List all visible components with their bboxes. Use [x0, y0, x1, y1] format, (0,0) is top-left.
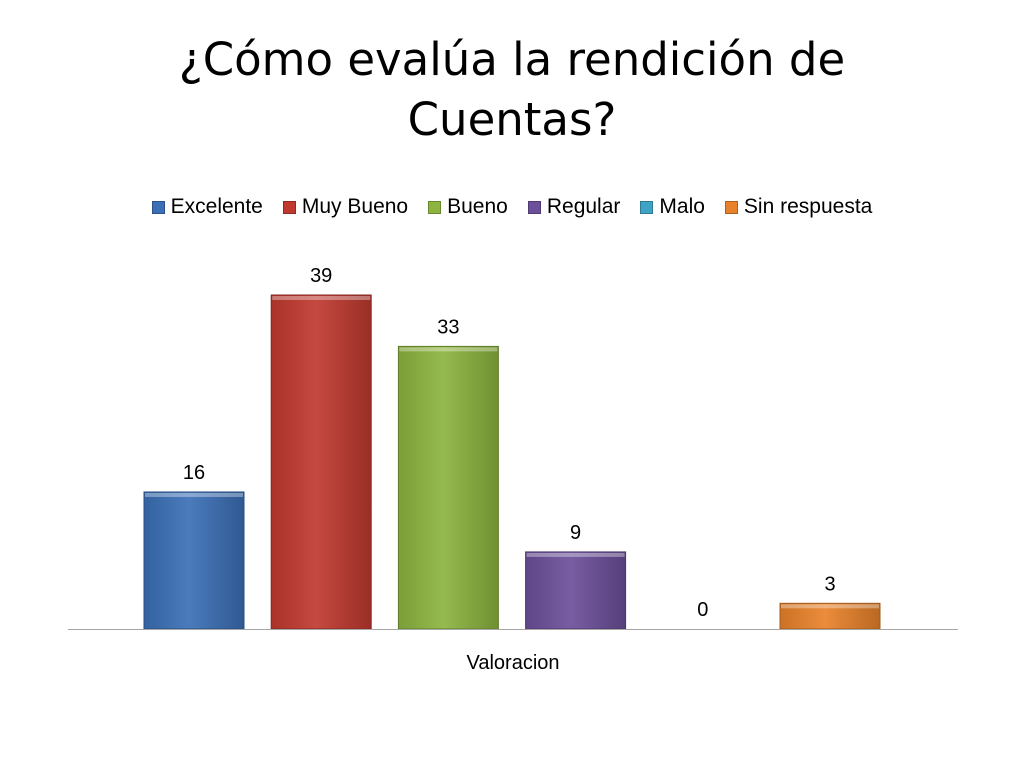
data-label-sin-respuesta: 3: [824, 573, 835, 595]
bar-bueno: [397, 345, 499, 630]
bar-highlight: [526, 552, 625, 557]
chart-legend: Excelente Muy Bueno Bueno Regular Malo Sin re…: [0, 192, 1024, 222]
legend-item-muy-bueno: Muy Bueno: [282, 195, 409, 219]
legend-item-bueno: Bueno: [428, 195, 508, 219]
legend-label: Sin respuesta: [743, 195, 873, 218]
bar-regular: [525, 551, 627, 630]
data-label-malo: 0: [697, 599, 708, 621]
bar-highlight: [272, 296, 371, 300]
bar-sin-respuesta: [779, 602, 881, 630]
chart-title: ¿Cómo evalúa la rendición de Cuentas?: [178, 33, 846, 146]
bar-excelente: [143, 491, 245, 630]
legend-swatch: [640, 200, 654, 214]
legend-item-excelente: Excelente: [151, 195, 263, 219]
legend-swatch: [527, 200, 541, 214]
legend-label: Bueno: [447, 195, 508, 218]
bar-highlight: [145, 492, 243, 497]
legend-swatch: [151, 200, 165, 214]
legend-swatch: [428, 200, 442, 214]
legend-swatch: [724, 200, 738, 214]
legend-item-sin-respuesta: Sin respuesta: [724, 195, 873, 219]
data-label-bueno: 33: [437, 316, 459, 338]
legend-item-malo: Malo: [640, 195, 705, 219]
data-label-excelente: 16: [183, 462, 205, 484]
legend-label: Muy Bueno: [301, 195, 409, 218]
legend-swatch: [282, 200, 296, 214]
legend-label: Excelente: [170, 195, 263, 218]
legend-label: Regular: [546, 195, 621, 218]
bar-muy-bueno: [270, 294, 372, 630]
x-axis-category-label: Valoracion: [466, 652, 559, 674]
bar-highlight: [781, 604, 879, 609]
data-label-muy-bueno: 39: [310, 265, 332, 287]
data-label-regular: 9: [570, 522, 581, 544]
bar-highlight: [399, 347, 498, 352]
legend-item-regular: Regular: [527, 195, 621, 219]
legend-label: Malo: [659, 195, 705, 218]
